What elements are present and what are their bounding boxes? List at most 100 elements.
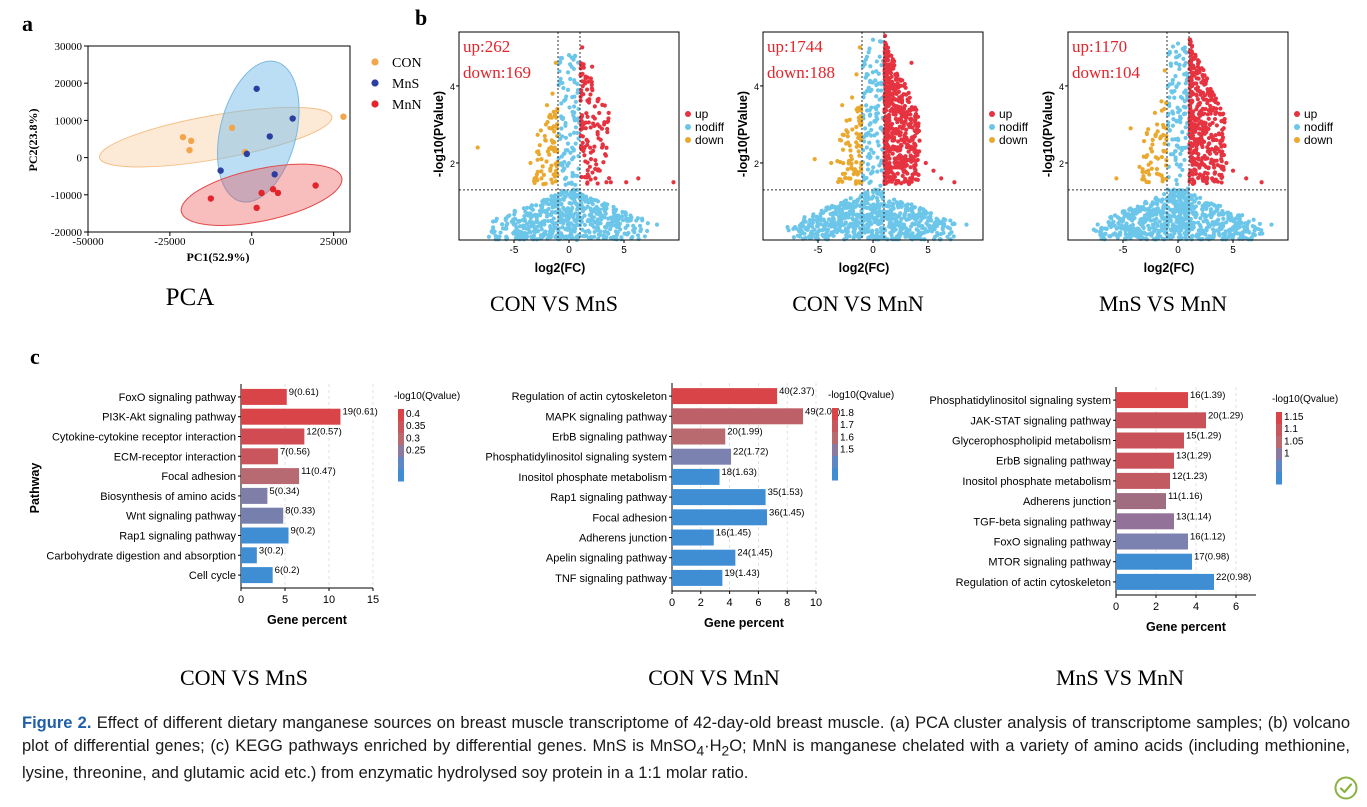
volcano-point-up (585, 172, 590, 177)
kegg-bar (672, 388, 778, 405)
volcano-point-nodiff (594, 207, 599, 212)
volcano-point-up (895, 171, 900, 176)
volcano-point-down (849, 165, 854, 170)
volcano-point-down (1155, 156, 1161, 161)
volcano-point-nodiff (865, 167, 871, 172)
volcano-point-nodiff (929, 229, 935, 234)
volcano-point-up (1203, 106, 1208, 112)
volcano-point-nodiff (557, 198, 562, 203)
volcano-point-up (883, 165, 889, 170)
volcano-point-nodiff (1237, 218, 1242, 223)
kegg-bar-label: 11(1.16) (1168, 491, 1203, 502)
volcano-point-up (1196, 116, 1201, 121)
volcano-point-nodiff (851, 225, 856, 230)
volcano-point-nodiff (605, 202, 610, 207)
volcano-point-nodiff (1103, 231, 1108, 236)
volcano-point-nodiff (560, 163, 565, 168)
volcano-point-nodiff (612, 214, 617, 219)
volcano-point-up (1203, 156, 1208, 161)
volcano-point-down (555, 133, 560, 139)
volcano-point-up (899, 137, 904, 142)
pca-y-tick-label: -10000 (51, 190, 83, 202)
kegg-bar-label: 22(0.98) (1216, 572, 1251, 583)
kegg-pathway-label: JAK-STAT signaling pathway (970, 415, 1111, 427)
volcano-point-nodiff (1175, 41, 1181, 46)
pca-legend-marker-con (371, 58, 379, 66)
kegg-pathway-label: Phosphatidylinositol signaling system (929, 395, 1111, 407)
volcano-point-down (1137, 164, 1142, 169)
volcano-point-nodiff (862, 91, 867, 96)
volcano-point-up (1191, 56, 1196, 62)
volcano-point-up (1199, 91, 1204, 96)
volcano-point-up (578, 66, 583, 71)
volcano-point-nodiff (1117, 230, 1122, 236)
kegg-colorbar-segment (832, 444, 838, 457)
volcano-point-nodiff (615, 230, 620, 235)
kegg-bar-label: 24(1.45) (737, 548, 772, 559)
volcano-point-nodiff (1170, 191, 1175, 196)
volcano-point-nodiff (1107, 223, 1112, 228)
volcano-point-nodiff (950, 222, 955, 227)
kegg-bar (241, 388, 287, 405)
volcano-point-down (857, 45, 862, 50)
volcano-point-nodiff (517, 224, 523, 229)
volcano-legend-label-up: up (1304, 107, 1318, 121)
volcano-legend-marker-up (989, 111, 995, 117)
volcano-point-nodiff (831, 233, 836, 238)
volcano-point-nodiff (564, 213, 570, 218)
volcano-point-nodiff (1177, 231, 1182, 236)
volcano-point-nodiff (1127, 207, 1132, 212)
volcano-point-nodiff (791, 235, 797, 240)
volcano-point-up (593, 176, 598, 181)
volcano-point-up (590, 64, 595, 69)
volcano-point-nodiff (1182, 209, 1187, 214)
volcano-point-nodiff (846, 201, 852, 206)
volcano-point-nodiff (1154, 221, 1159, 226)
volcano-point-nodiff (1181, 104, 1186, 109)
volcano-point-down (552, 145, 557, 150)
kegg-bar (672, 408, 804, 425)
volcano-point-nodiff (1175, 136, 1181, 141)
volcano-point-down (545, 149, 550, 154)
volcano-point-nodiff (1182, 225, 1187, 230)
volcano-point-nodiff (525, 205, 530, 210)
volcano-point-nodiff (596, 220, 601, 226)
volcano-point-down (1141, 138, 1147, 144)
kegg-x-tick-label: 15 (367, 594, 379, 606)
kegg-bar-label: 17(0.98) (1194, 552, 1229, 563)
volcano-point-nodiff (831, 222, 836, 228)
volcano-point-nodiff (525, 211, 530, 216)
volcano-point-up (588, 92, 593, 97)
volcano-legend-marker-down (685, 137, 691, 143)
kegg-bar-label: 13(1.29) (1176, 451, 1211, 462)
volcano-point-down (840, 103, 845, 108)
volcano-point-nodiff (575, 88, 581, 93)
volcano-point-down (838, 159, 843, 165)
kegg-x-tick-label: 5 (282, 594, 288, 606)
volcano-point-up (903, 85, 908, 90)
kegg-colorbar-segment (398, 409, 404, 422)
volcano-point-nodiff (830, 210, 835, 216)
volcano-point-nodiff (590, 217, 595, 222)
kegg-bar (1116, 513, 1174, 530)
pca-point-mnn (312, 182, 319, 189)
volcano-point-up (889, 74, 894, 79)
volcano-point-up (586, 79, 591, 84)
volcano-legend-marker-nodiff (989, 124, 995, 130)
volcano-point-up (917, 138, 922, 143)
volcano-point-down (856, 143, 861, 148)
volcano-point-down (859, 160, 864, 165)
volcano-point-down (555, 122, 560, 127)
volcano-point-up (1207, 98, 1213, 103)
volcano-point-nodiff (878, 183, 883, 188)
volcano-point-up (1193, 160, 1198, 166)
volcano-point-nodiff (1155, 201, 1160, 207)
volcano-point-up (1192, 180, 1197, 186)
kegg-pathway-label: Carbohydrate digestion and absorption (46, 550, 236, 562)
volcano-point-up (1187, 133, 1192, 138)
volcano-point-nodiff (625, 223, 630, 228)
volcano-point-nodiff (845, 229, 851, 234)
volcano-point-nodiff (818, 222, 824, 227)
kegg-bar-label: 12(1.23) (1172, 471, 1207, 482)
kegg-colorbar-segment (398, 469, 404, 482)
